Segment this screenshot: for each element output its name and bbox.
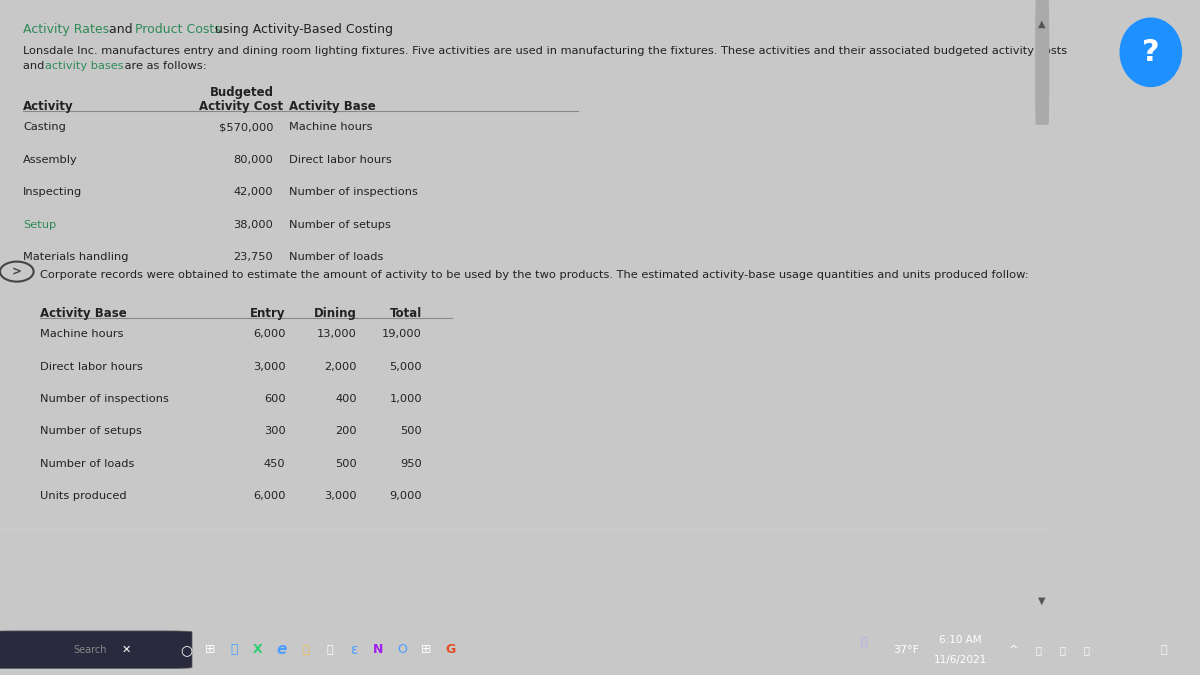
Circle shape [1120, 18, 1182, 86]
Text: 6,000: 6,000 [253, 491, 286, 502]
Text: ▲: ▲ [1038, 19, 1046, 29]
Text: 5,000: 5,000 [390, 362, 422, 371]
Text: 9,000: 9,000 [390, 491, 422, 502]
Text: using Activity-Based Costing: using Activity-Based Costing [211, 23, 394, 36]
Text: 🔋: 🔋 [1036, 645, 1040, 655]
Text: 6:10 AM: 6:10 AM [938, 634, 982, 645]
Text: 500: 500 [401, 427, 422, 437]
Text: activity bases: activity bases [44, 61, 124, 71]
Text: Product Costs: Product Costs [134, 23, 221, 36]
Text: Number of setups: Number of setups [289, 220, 391, 230]
Text: Inspecting: Inspecting [23, 187, 83, 197]
Text: Assembly: Assembly [23, 155, 78, 165]
Text: Number of loads: Number of loads [289, 252, 383, 263]
Text: Machine hours: Machine hours [289, 122, 372, 132]
Text: 42,000: 42,000 [233, 187, 274, 197]
Text: Activity: Activity [23, 100, 73, 113]
Text: ?: ? [1142, 38, 1159, 67]
Text: 23,750: 23,750 [233, 252, 274, 263]
Text: Casting: Casting [23, 122, 66, 132]
Text: 300: 300 [264, 427, 286, 437]
Text: 450: 450 [264, 459, 286, 469]
FancyBboxPatch shape [1036, 0, 1049, 125]
Text: 👥: 👥 [230, 643, 238, 656]
Text: e: e [277, 642, 287, 657]
Text: Activity Base: Activity Base [289, 100, 376, 113]
Text: ε: ε [350, 643, 358, 657]
Text: 37°F: 37°F [893, 645, 919, 655]
Text: $570,000: $570,000 [218, 122, 274, 132]
Text: are as follows:: are as follows: [121, 61, 208, 71]
Text: 1,000: 1,000 [390, 394, 422, 404]
Text: 3,000: 3,000 [253, 362, 286, 371]
Text: Lonsdale Inc. manufactures entry and dining room lighting fixtures. Five activit: Lonsdale Inc. manufactures entry and din… [23, 46, 1067, 55]
Text: ✕: ✕ [121, 645, 131, 655]
Text: Machine hours: Machine hours [40, 329, 124, 339]
FancyBboxPatch shape [0, 631, 192, 668]
Text: 🔗: 🔗 [1084, 645, 1088, 655]
Text: N: N [373, 643, 383, 656]
Text: Units produced: Units produced [40, 491, 126, 502]
Text: 200: 200 [335, 427, 358, 437]
Text: 11/6/2021: 11/6/2021 [934, 655, 986, 665]
Text: Setup: Setup [23, 220, 56, 230]
Text: 💬: 💬 [1160, 645, 1168, 655]
Text: Total: Total [390, 307, 422, 320]
Text: Search: Search [73, 645, 107, 655]
Text: Number of inspections: Number of inspections [40, 394, 169, 404]
Text: 6,000: 6,000 [253, 329, 286, 339]
Text: 400: 400 [335, 394, 358, 404]
Text: 📁: 📁 [302, 645, 310, 655]
Text: 3,000: 3,000 [324, 491, 358, 502]
Text: O: O [397, 643, 407, 656]
Text: 🌙: 🌙 [860, 637, 868, 647]
Text: 600: 600 [264, 394, 286, 404]
Text: 950: 950 [401, 459, 422, 469]
Text: ^: ^ [1009, 645, 1019, 655]
Text: Direct labor hours: Direct labor hours [289, 155, 391, 165]
Text: 80,000: 80,000 [233, 155, 274, 165]
Text: 38,000: 38,000 [233, 220, 274, 230]
Text: Number of loads: Number of loads [40, 459, 134, 469]
Text: and: and [23, 61, 48, 71]
Text: >: > [12, 265, 22, 278]
Text: ⊞: ⊞ [421, 643, 431, 656]
Text: and: and [106, 23, 137, 36]
Text: Activity Rates: Activity Rates [23, 23, 109, 36]
Text: Direct labor hours: Direct labor hours [40, 362, 143, 371]
Text: ▼: ▼ [1038, 595, 1046, 605]
Text: Corporate records were obtained to estimate the amount of activity to be used by: Corporate records were obtained to estim… [40, 270, 1028, 279]
Text: 500: 500 [335, 459, 358, 469]
Text: Materials handling: Materials handling [23, 252, 128, 263]
Text: Activity Base: Activity Base [40, 307, 127, 320]
Text: Entry: Entry [250, 307, 286, 320]
Text: ⊞: ⊞ [205, 643, 215, 656]
Text: 🔊: 🔊 [1060, 645, 1064, 655]
Text: G: G [445, 643, 455, 656]
Text: Budgeted: Budgeted [210, 86, 274, 99]
Text: Number of setups: Number of setups [40, 427, 142, 437]
Text: ○: ○ [180, 643, 192, 657]
Text: 19,000: 19,000 [383, 329, 422, 339]
Text: 2,000: 2,000 [324, 362, 358, 371]
Text: X: X [253, 643, 263, 656]
Text: 13,000: 13,000 [317, 329, 358, 339]
Text: Activity Cost: Activity Cost [199, 100, 283, 113]
Text: Number of inspections: Number of inspections [289, 187, 418, 197]
Text: Dining: Dining [314, 307, 358, 320]
Text: 🔒: 🔒 [326, 645, 334, 655]
